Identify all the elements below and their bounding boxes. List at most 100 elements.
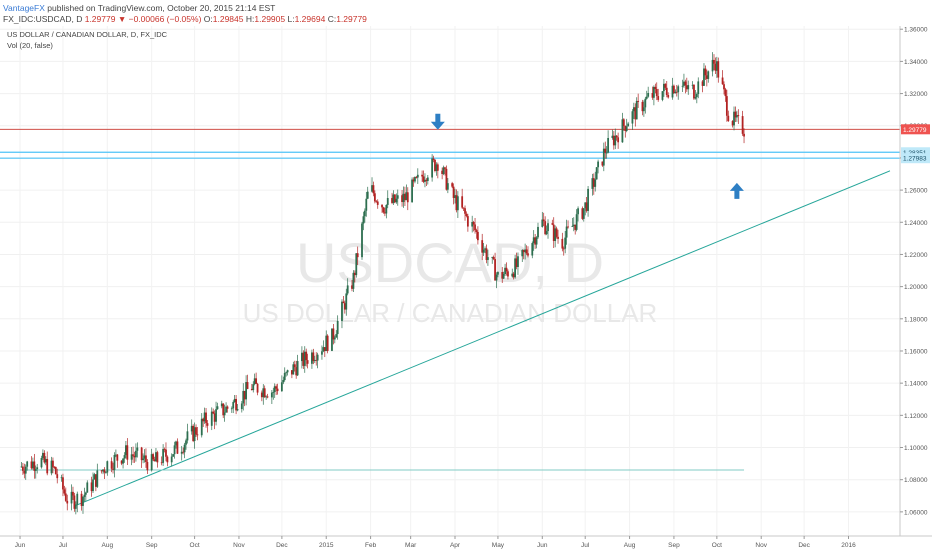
candle-body xyxy=(162,448,165,463)
candle-body xyxy=(591,178,594,189)
candle-body xyxy=(200,418,203,436)
candle-body xyxy=(104,472,107,474)
candle-body xyxy=(665,87,668,96)
candle-body xyxy=(687,85,690,90)
candle-body xyxy=(286,370,289,373)
x-tick-label: Aug xyxy=(102,542,114,549)
candle-body xyxy=(186,431,189,441)
candle-body xyxy=(601,161,604,166)
candle-body xyxy=(664,83,667,88)
candle-body xyxy=(361,223,363,258)
candle-body xyxy=(193,427,196,442)
candle-body xyxy=(514,258,517,278)
y-tick-label: 1.06000 xyxy=(904,509,928,516)
candle-body xyxy=(43,452,46,463)
candle-body xyxy=(155,452,157,462)
candle-body xyxy=(70,491,73,504)
candle-body xyxy=(42,452,44,459)
candle-body xyxy=(385,204,388,214)
candle-body xyxy=(94,474,97,487)
candle-body xyxy=(482,249,485,253)
candle-body xyxy=(202,418,205,422)
candle-body xyxy=(371,185,373,192)
y-tick-label: 1.16000 xyxy=(904,348,928,355)
candle-body xyxy=(425,179,428,182)
watermark-name: US DOLLAR / CANADIAN DOLLAR xyxy=(243,298,658,328)
candle-body xyxy=(515,258,518,267)
candle-body xyxy=(381,204,383,208)
candle-body xyxy=(527,253,529,256)
candle-body xyxy=(607,137,610,153)
candle-body xyxy=(685,85,688,90)
candle-body xyxy=(175,441,177,446)
candle-body xyxy=(705,75,708,79)
candle-body xyxy=(132,454,134,456)
candles xyxy=(20,52,745,515)
candle-body xyxy=(331,328,333,351)
candle-body xyxy=(36,467,39,470)
candle-body xyxy=(262,388,265,398)
candle-body xyxy=(562,248,565,250)
candle-body xyxy=(494,259,496,281)
candle-body xyxy=(741,116,744,134)
candle-body xyxy=(56,474,59,479)
candle-body xyxy=(694,97,697,99)
grid xyxy=(0,26,900,536)
candle-body xyxy=(302,352,305,366)
candle-body xyxy=(73,495,76,509)
candle-body xyxy=(90,482,93,492)
candle-body xyxy=(215,409,217,422)
volume-indicator-label[interactable]: Vol (20, false) xyxy=(7,41,53,50)
candle-body xyxy=(145,455,147,463)
candle-body xyxy=(142,458,144,461)
candle-body xyxy=(611,135,614,138)
candle-body xyxy=(100,470,103,472)
candle-body xyxy=(153,459,156,462)
candle-body xyxy=(170,456,173,463)
candle-body xyxy=(477,231,479,241)
candle-body xyxy=(507,271,509,277)
candle-body xyxy=(322,347,325,352)
candle-body xyxy=(537,226,539,238)
candle-body xyxy=(624,125,627,131)
candle-body xyxy=(280,382,283,392)
candle-body xyxy=(146,462,149,471)
candle-body xyxy=(714,63,717,71)
candle-body xyxy=(242,390,245,404)
candle-body xyxy=(256,383,259,393)
candle-body xyxy=(697,81,700,95)
candle-body xyxy=(561,238,564,249)
x-tick-label: Feb xyxy=(365,542,377,549)
candle-body xyxy=(454,195,456,198)
arrows xyxy=(430,113,744,199)
candle-body xyxy=(342,301,345,304)
publisher-link[interactable]: VantageFX xyxy=(3,3,45,13)
candle-body xyxy=(335,334,338,338)
trend-line xyxy=(75,170,891,506)
candle-body xyxy=(734,111,737,118)
candle-body xyxy=(541,219,544,227)
candle-body xyxy=(196,434,199,436)
open-label: O: xyxy=(203,14,213,24)
candle-body xyxy=(721,77,724,85)
candle-body xyxy=(635,100,638,120)
price-chart[interactable]: USDCAD, D US DOLLAR / CANADIAN DOLLAR US… xyxy=(0,26,932,550)
candle-body xyxy=(346,285,349,294)
candle-body xyxy=(575,214,578,230)
candle-body xyxy=(667,95,670,98)
x-tick-label: May xyxy=(492,542,505,549)
candle-body xyxy=(46,458,49,474)
candle-body xyxy=(644,98,647,108)
candle-body xyxy=(343,303,346,310)
candle-body xyxy=(120,460,123,464)
candle-body xyxy=(40,458,43,468)
watermark-symbol: USDCAD, D xyxy=(296,231,604,294)
candle-body xyxy=(76,493,79,505)
time-axis[interactable]: Jun Jul Aug Sep Oct Nov Dec 2015 Feb Mar Apr May Jun… xyxy=(15,536,856,549)
candle-body xyxy=(362,216,365,224)
candle-body xyxy=(220,403,223,407)
candle-body xyxy=(402,193,405,203)
x-tick-label: Dec xyxy=(276,542,288,549)
candle-body xyxy=(136,447,139,451)
candle-body xyxy=(122,458,124,464)
